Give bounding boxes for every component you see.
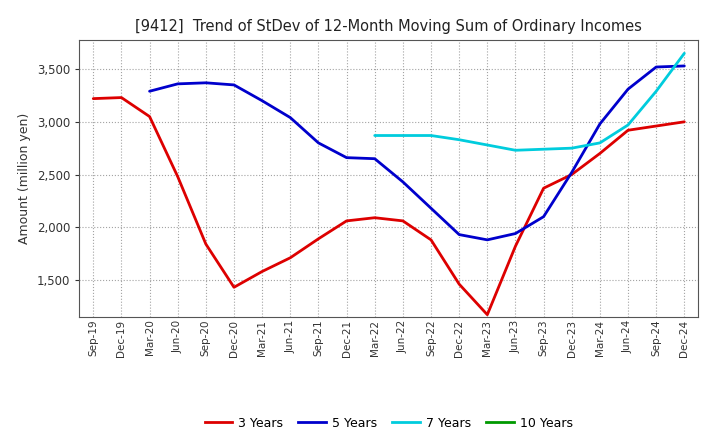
5 Years <box>680 63 688 69</box>
5 Years <box>595 121 604 127</box>
7 Years <box>539 147 548 152</box>
3 Years <box>539 186 548 191</box>
3 Years <box>117 95 126 100</box>
3 Years <box>680 119 688 125</box>
Line: 3 Years: 3 Years <box>94 98 684 315</box>
7 Years <box>427 133 436 138</box>
3 Years <box>314 236 323 242</box>
3 Years <box>511 244 520 249</box>
5 Years <box>483 237 492 242</box>
3 Years <box>230 285 238 290</box>
3 Years <box>202 242 210 247</box>
3 Years <box>427 237 436 242</box>
5 Years <box>539 214 548 219</box>
7 Years <box>595 140 604 146</box>
3 Years <box>145 114 154 119</box>
3 Years <box>89 96 98 101</box>
5 Years <box>455 232 464 237</box>
7 Years <box>370 133 379 138</box>
5 Years <box>399 179 408 184</box>
Line: 5 Years: 5 Years <box>150 66 684 240</box>
5 Years <box>567 170 576 175</box>
7 Years <box>624 122 632 128</box>
3 Years <box>399 218 408 224</box>
5 Years <box>145 88 154 94</box>
7 Years <box>652 88 660 94</box>
Line: 7 Years: 7 Years <box>374 53 684 150</box>
3 Years <box>286 255 294 260</box>
5 Years <box>342 155 351 160</box>
7 Years <box>567 146 576 151</box>
3 Years <box>455 282 464 287</box>
3 Years <box>342 218 351 224</box>
7 Years <box>483 143 492 148</box>
5 Years <box>624 87 632 92</box>
3 Years <box>652 123 660 128</box>
3 Years <box>483 312 492 317</box>
5 Years <box>652 64 660 70</box>
7 Years <box>680 51 688 56</box>
5 Years <box>286 115 294 120</box>
5 Years <box>427 205 436 211</box>
5 Years <box>370 156 379 161</box>
3 Years <box>370 215 379 220</box>
5 Years <box>174 81 182 87</box>
7 Years <box>399 133 408 138</box>
7 Years <box>511 148 520 153</box>
3 Years <box>258 269 266 274</box>
3 Years <box>567 172 576 177</box>
3 Years <box>595 151 604 156</box>
Y-axis label: Amount (million yen): Amount (million yen) <box>18 113 31 244</box>
Title: [9412]  Trend of StDev of 12-Month Moving Sum of Ordinary Incomes: [9412] Trend of StDev of 12-Month Moving… <box>135 19 642 34</box>
5 Years <box>230 82 238 88</box>
5 Years <box>258 98 266 103</box>
3 Years <box>174 174 182 179</box>
Legend: 3 Years, 5 Years, 7 Years, 10 Years: 3 Years, 5 Years, 7 Years, 10 Years <box>199 412 578 435</box>
5 Years <box>314 140 323 146</box>
5 Years <box>511 231 520 236</box>
3 Years <box>624 128 632 133</box>
5 Years <box>202 80 210 85</box>
7 Years <box>455 137 464 143</box>
